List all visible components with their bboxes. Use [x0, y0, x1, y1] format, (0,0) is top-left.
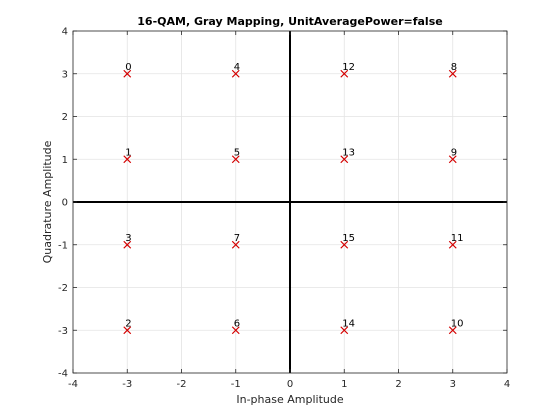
point-label: 1 — [125, 147, 131, 158]
point-label: 13 — [342, 147, 355, 158]
point-label: 8 — [451, 62, 457, 73]
point-label: 2 — [125, 318, 131, 329]
x-marker — [231, 155, 240, 164]
chart-title: 16-QAM, Gray Mapping, UnitAveragePower=f… — [137, 15, 442, 28]
zero-axis-lines — [73, 31, 507, 373]
point-label: 5 — [234, 147, 240, 158]
x-tick-label: 2 — [395, 379, 401, 390]
y-tick-label: 2 — [62, 112, 68, 123]
y-tick-label: -1 — [58, 240, 68, 251]
x-axis-label: In-phase Amplitude — [236, 393, 343, 406]
point-label: 12 — [342, 62, 355, 73]
x-marker — [448, 240, 457, 249]
x-marker — [123, 240, 132, 249]
point-label: 15 — [342, 233, 355, 244]
x-marker — [123, 155, 132, 164]
x-tick-label: 4 — [504, 379, 510, 390]
x-marker — [123, 69, 132, 78]
y-tick-label: 3 — [62, 69, 68, 80]
point-label: 7 — [234, 233, 240, 244]
point-label: 9 — [451, 147, 457, 158]
x-marker — [448, 69, 457, 78]
x-marker — [448, 155, 457, 164]
x-tick-label: 1 — [341, 379, 347, 390]
constellation-point-13: 13 — [340, 147, 355, 164]
point-label: 6 — [234, 318, 240, 329]
point-label: 0 — [125, 62, 131, 73]
constellation-point-3: 3 — [123, 233, 132, 249]
y-tick-label: 1 — [62, 155, 68, 166]
constellation-point-2: 2 — [123, 318, 132, 335]
x-tick-label: -1 — [231, 379, 241, 390]
x-marker — [340, 326, 349, 335]
x-tick-label: -3 — [122, 379, 132, 390]
x-marker — [231, 240, 240, 249]
point-label: 10 — [451, 318, 464, 329]
constellation-point-0: 0 — [123, 62, 132, 78]
x-marker — [231, 326, 240, 335]
y-tick-label: -4 — [58, 369, 68, 380]
constellation-point-11: 11 — [448, 233, 464, 249]
y-tick-label: 4 — [62, 27, 68, 38]
y-axis-label: Quadrature Amplitude — [41, 140, 54, 263]
constellation-point-4: 4 — [231, 62, 240, 78]
y-tick-label: 0 — [62, 198, 68, 209]
constellation-point-8: 8 — [448, 62, 457, 78]
x-marker — [231, 69, 240, 78]
x-tick-label: 0 — [287, 379, 293, 390]
x-tick-label: -2 — [177, 379, 187, 390]
point-label: 3 — [125, 233, 131, 244]
point-label: 14 — [342, 318, 355, 329]
constellation-point-10: 10 — [448, 318, 464, 335]
x-marker — [123, 326, 132, 335]
x-tick-label: -4 — [68, 379, 78, 390]
constellation-point-5: 5 — [231, 147, 240, 164]
point-label: 4 — [234, 62, 240, 73]
constellation-point-6: 6 — [231, 318, 240, 335]
x-marker — [448, 326, 457, 335]
constellation-point-1: 1 — [123, 147, 132, 164]
constellation-point-14: 14 — [340, 318, 355, 335]
x-marker — [340, 240, 349, 249]
constellation-point-12: 12 — [340, 62, 355, 78]
y-tick-label: -3 — [58, 326, 68, 337]
y-tick-label: -2 — [58, 283, 68, 294]
x-marker — [340, 69, 349, 78]
x-marker — [340, 155, 349, 164]
constellation-point-7: 7 — [231, 233, 240, 249]
x-tick-label: 3 — [450, 379, 456, 390]
constellation-point-15: 15 — [340, 233, 355, 249]
constellation-point-9: 9 — [448, 147, 457, 164]
point-label: 11 — [451, 233, 464, 244]
